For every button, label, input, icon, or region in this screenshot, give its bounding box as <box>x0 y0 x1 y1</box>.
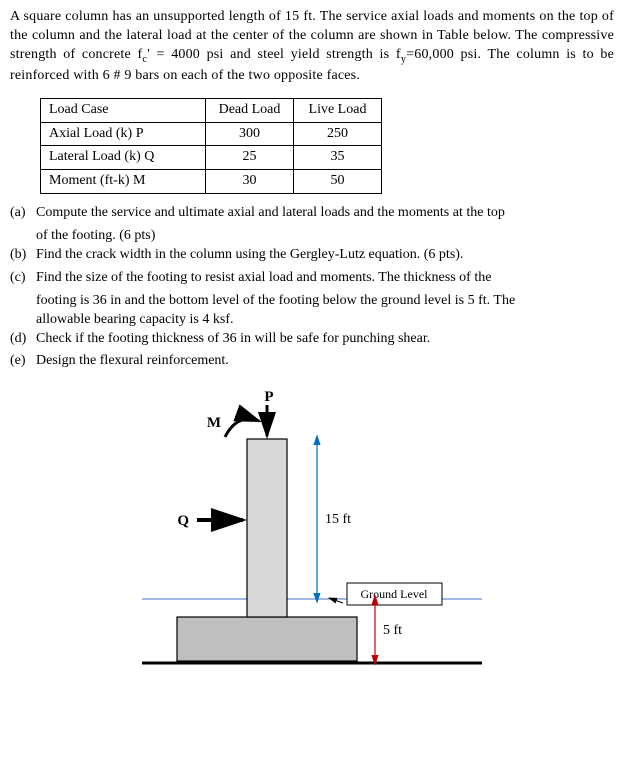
header-deadload: Dead Load <box>206 98 294 122</box>
question-list: (a) Compute the service and ultimate axi… <box>10 204 614 371</box>
intro-paragraph: A square column has an unsupported lengt… <box>10 8 614 86</box>
question-e: (e) Design the flexural reinforcement. <box>10 352 614 371</box>
load-table: Load Case Dead Load Live Load Axial Load… <box>40 98 382 195</box>
q-label: (c) <box>10 269 36 288</box>
svg-text:M: M <box>207 415 221 431</box>
svg-text:P: P <box>264 389 273 405</box>
header-liveload: Live Load <box>294 98 382 122</box>
q-text-cont: footing is 36 in and the bottom level of… <box>10 292 614 311</box>
q-text: Design the flexural reinforcement. <box>36 352 614 371</box>
q-text: Compute the service and ultimate axial a… <box>36 204 614 223</box>
diagram: P M Q 15 ft Ground Level 5 ft <box>10 389 614 709</box>
row-label: Axial Load (k) P <box>41 122 206 146</box>
q-text: Check if the footing thickness of 36 in … <box>36 330 614 349</box>
question-a: (a) Compute the service and ultimate axi… <box>10 204 614 223</box>
table-row: Moment (ft-k) M 30 50 <box>41 170 382 194</box>
question-d: (d) Check if the footing thickness of 36… <box>10 330 614 349</box>
svg-text:15 ft: 15 ft <box>325 512 351 527</box>
q-text: Find the crack width in the column using… <box>36 246 614 265</box>
header-loadcase: Load Case <box>41 98 206 122</box>
q-label: (e) <box>10 352 36 371</box>
cell: 30 <box>206 170 294 194</box>
table-row: Load Case Dead Load Live Load <box>41 98 382 122</box>
svg-text:Ground Level: Ground Level <box>361 587 429 601</box>
cell: 300 <box>206 122 294 146</box>
svg-text:5 ft: 5 ft <box>383 623 402 638</box>
row-label: Moment (ft-k) M <box>41 170 206 194</box>
cell: 50 <box>294 170 382 194</box>
row-label: Lateral Load (k) Q <box>41 146 206 170</box>
q-text-cont: of the footing. (6 pts) <box>10 227 614 246</box>
table-row: Lateral Load (k) Q 25 35 <box>41 146 382 170</box>
cell: 250 <box>294 122 382 146</box>
table-row: Axial Load (k) P 300 250 <box>41 122 382 146</box>
q-label: (b) <box>10 246 36 265</box>
q-label: (d) <box>10 330 36 349</box>
cell: 35 <box>294 146 382 170</box>
q-text-cont: allowable bearing capacity is 4 ksf. <box>10 311 614 330</box>
question-c: (c) Find the size of the footing to resi… <box>10 269 614 288</box>
q-text: Find the size of the footing to resist a… <box>36 269 614 288</box>
svg-text:Q: Q <box>177 513 189 529</box>
q-label: (a) <box>10 204 36 223</box>
question-b: (b) Find the crack width in the column u… <box>10 246 614 265</box>
cell: 25 <box>206 146 294 170</box>
